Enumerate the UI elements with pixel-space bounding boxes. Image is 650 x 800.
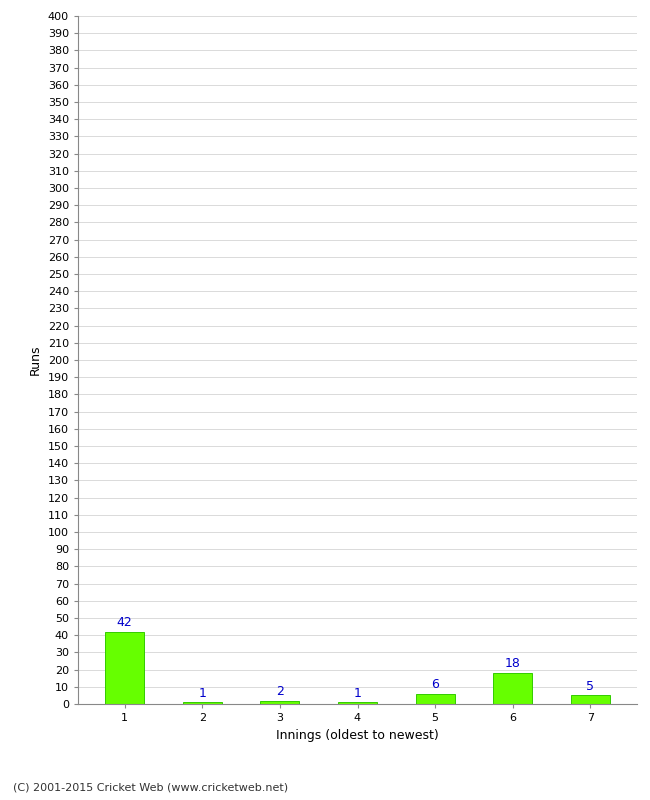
Bar bbox=[183, 702, 222, 704]
Bar bbox=[338, 702, 377, 704]
Text: 1: 1 bbox=[354, 686, 361, 700]
Text: 6: 6 bbox=[431, 678, 439, 691]
Text: (C) 2001-2015 Cricket Web (www.cricketweb.net): (C) 2001-2015 Cricket Web (www.cricketwe… bbox=[13, 782, 288, 792]
Bar bbox=[105, 632, 144, 704]
Bar bbox=[416, 694, 454, 704]
X-axis label: Innings (oldest to newest): Innings (oldest to newest) bbox=[276, 729, 439, 742]
Text: 2: 2 bbox=[276, 685, 284, 698]
Bar bbox=[571, 695, 610, 704]
Text: 42: 42 bbox=[117, 616, 133, 629]
Text: 18: 18 bbox=[505, 658, 521, 670]
Y-axis label: Runs: Runs bbox=[29, 345, 42, 375]
Text: 1: 1 bbox=[198, 686, 206, 700]
Text: 5: 5 bbox=[586, 680, 594, 693]
Bar bbox=[261, 701, 299, 704]
Bar bbox=[493, 673, 532, 704]
